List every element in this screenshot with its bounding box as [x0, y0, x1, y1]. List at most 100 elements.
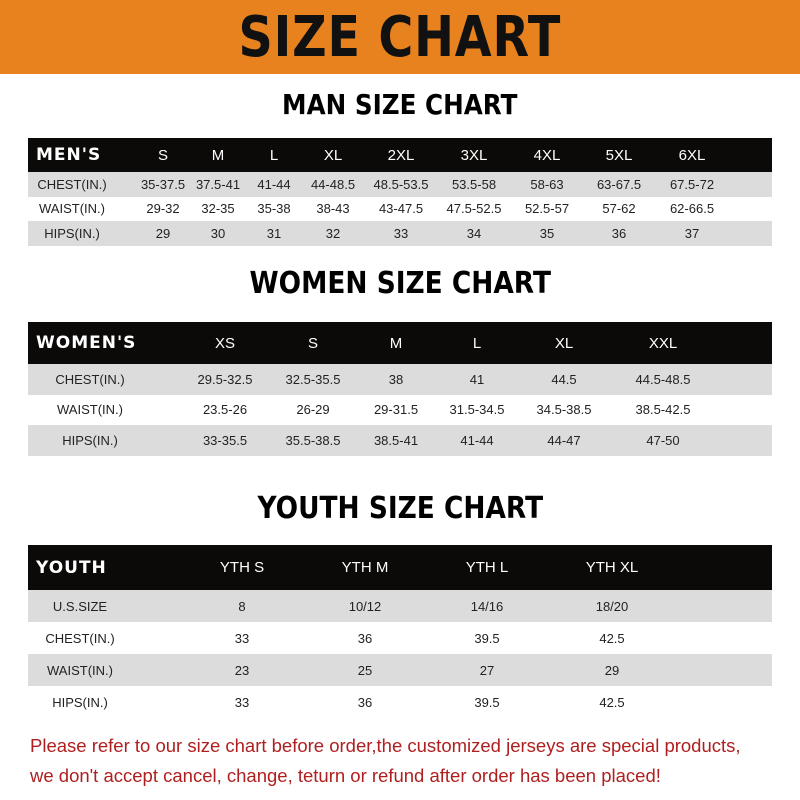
- size-header: XL: [554, 334, 574, 352]
- table-row: HIPS(IN.) 29 30 31 32 33 34 35 36 37: [28, 221, 772, 246]
- table-cell: 44-48.5: [310, 176, 356, 192]
- table-cell: 44-47: [547, 432, 581, 448]
- table-cell: 35: [539, 225, 555, 241]
- table-cell: 36: [357, 630, 373, 646]
- size-header: L: [472, 334, 482, 352]
- size-header: 6XL: [678, 146, 706, 164]
- size-header: M: [211, 146, 225, 164]
- row-label: HIPS(IN.): [62, 432, 118, 448]
- table-cell: 38.5-42.5: [635, 402, 691, 418]
- size-header: YTH S: [219, 559, 265, 576]
- table-cell: 57-62: [602, 201, 636, 217]
- table-cell: 32: [325, 225, 341, 241]
- table-row: CHEST(IN.) 33 36 39.5 42.5: [28, 622, 772, 654]
- youth-title: YOUTH SIZE CHART: [257, 491, 543, 526]
- size-header: YTH M: [341, 559, 389, 576]
- row-label: CHEST(IN.): [55, 371, 125, 387]
- table-cell: 37: [684, 225, 700, 241]
- size-header: 3XL: [460, 146, 488, 164]
- header-row: WOMEN'S XS S M L XL XXL: [28, 322, 772, 364]
- table-cell: 23.5-26: [202, 402, 248, 418]
- women-title: WOMEN SIZE CHART: [249, 266, 551, 301]
- table-cell: 44.5-48.5: [635, 371, 691, 387]
- banner-title: SIZE CHART: [238, 4, 562, 70]
- size-header: XS: [214, 334, 236, 352]
- table-cell: 67.5-72: [669, 176, 715, 192]
- table-cell: 62-66.5: [669, 201, 715, 217]
- table-cell: 43-47.5: [378, 201, 424, 217]
- women-size-table: WOMEN'S XS S M L XL XXL CHEST(IN.) 29.5-32.5 32.5…: [28, 322, 772, 456]
- table-cell: 53.5-58: [451, 176, 497, 192]
- table-cell: 29.5-32.5: [197, 371, 253, 387]
- size-header: L: [269, 146, 279, 164]
- table-cell: 32-35: [201, 201, 235, 217]
- table-cell: 34: [466, 225, 482, 241]
- row-label: WAIST(IN.): [39, 201, 105, 217]
- table-row: WAIST(IN.) 23.5-26 26-29 29-31.5 31.5-34.5 34…: [28, 394, 772, 425]
- size-header: 5XL: [605, 146, 633, 164]
- table-cell: 29: [604, 662, 620, 678]
- table-cell: 38: [388, 371, 404, 387]
- size-header: S: [157, 146, 169, 164]
- table-cell: 8: [238, 598, 246, 614]
- table-cell: 41: [469, 371, 485, 387]
- table-label: WOMEN'S: [36, 333, 137, 353]
- table-cell: 58-63: [530, 176, 564, 192]
- table-cell: 37.5-41: [195, 176, 241, 192]
- table-row: CHEST(IN.) 29.5-32.5 32.5-35.5 38 41 44.5 44.5…: [28, 364, 772, 395]
- size-header: XXL: [648, 334, 678, 352]
- table-cell: 41-44: [460, 432, 494, 448]
- table-cell: 31.5-34.5: [449, 402, 505, 418]
- size-chart-banner: SIZE CHART: [0, 0, 800, 74]
- row-label: U.S.SIZE: [52, 598, 108, 614]
- table-row: WAIST(IN.) 29-32 32-35 35-38 38-43 43-47.5 47.…: [28, 196, 772, 221]
- table-cell: 33: [234, 630, 250, 646]
- table-cell: 10/12: [348, 598, 382, 614]
- table-cell: 63-67.5: [596, 176, 642, 192]
- size-header: YTH XL: [585, 559, 639, 576]
- men-size-table: MEN'S S M L XL 2XL 3XL 4XL 5XL 6XL CHEST(IN.) 35-37…: [28, 138, 772, 246]
- table-cell: 42.5: [599, 694, 625, 710]
- table-cell: 42.5: [599, 630, 625, 646]
- table-cell: 41-44: [257, 176, 291, 192]
- size-header: M: [389, 334, 403, 352]
- table-cell: 44.5: [551, 371, 577, 387]
- order-notice-line-1: Please refer to our size chart before or…: [30, 735, 741, 756]
- table-row: WAIST(IN.) 23 25 27 29: [28, 654, 772, 686]
- table-cell: 33: [234, 694, 250, 710]
- table-cell: 31: [266, 225, 282, 241]
- table-row: HIPS(IN.) 33 36 39.5 42.5: [28, 686, 772, 718]
- row-label: WAIST(IN.): [47, 662, 113, 678]
- size-header: YTH L: [465, 559, 509, 576]
- table-cell: 36: [357, 694, 373, 710]
- table-cell: 38.5-41: [373, 432, 419, 448]
- size-header: S: [307, 334, 319, 352]
- table-cell: 36: [611, 225, 627, 241]
- row-label: CHEST(IN.): [37, 176, 107, 192]
- row-label: HIPS(IN.): [44, 225, 100, 241]
- table-cell: 47-50: [646, 432, 680, 448]
- table-cell: 35-37.5: [140, 176, 186, 192]
- table-cell: 29-31.5: [373, 402, 419, 418]
- table-cell: 39.5: [474, 630, 500, 646]
- header-row: MEN'S S M L XL 2XL 3XL 4XL 5XL 6XL: [28, 138, 772, 172]
- table-cell: 47.5-52.5: [446, 201, 502, 217]
- size-header: 2XL: [387, 146, 415, 164]
- men-title: MAN SIZE CHART: [282, 88, 518, 121]
- table-cell: 25: [357, 662, 373, 678]
- table-cell: 52.5-57: [524, 201, 570, 217]
- table-cell: 35.5-38.5: [285, 432, 341, 448]
- table-cell: 48.5-53.5: [373, 176, 429, 192]
- table-cell: 34.5-38.5: [536, 402, 592, 418]
- table-cell: 29: [155, 225, 171, 241]
- row-label: CHEST(IN.): [45, 630, 115, 646]
- size-header: 4XL: [533, 146, 561, 164]
- size-header: XL: [323, 146, 343, 164]
- youth-size-table: YOUTH YTH S YTH M YTH L YTH XL U.S.SIZE 8 10/12…: [28, 545, 772, 718]
- table-cell: 14/16: [470, 598, 504, 614]
- table-row: CHEST(IN.) 35-37.5 37.5-41 41-44 44-48.5 48.5…: [28, 172, 772, 197]
- table-cell: 26-29: [296, 402, 330, 418]
- table-cell: 33: [393, 225, 409, 241]
- table-cell: 23: [234, 662, 250, 678]
- table-cell: 39.5: [474, 694, 500, 710]
